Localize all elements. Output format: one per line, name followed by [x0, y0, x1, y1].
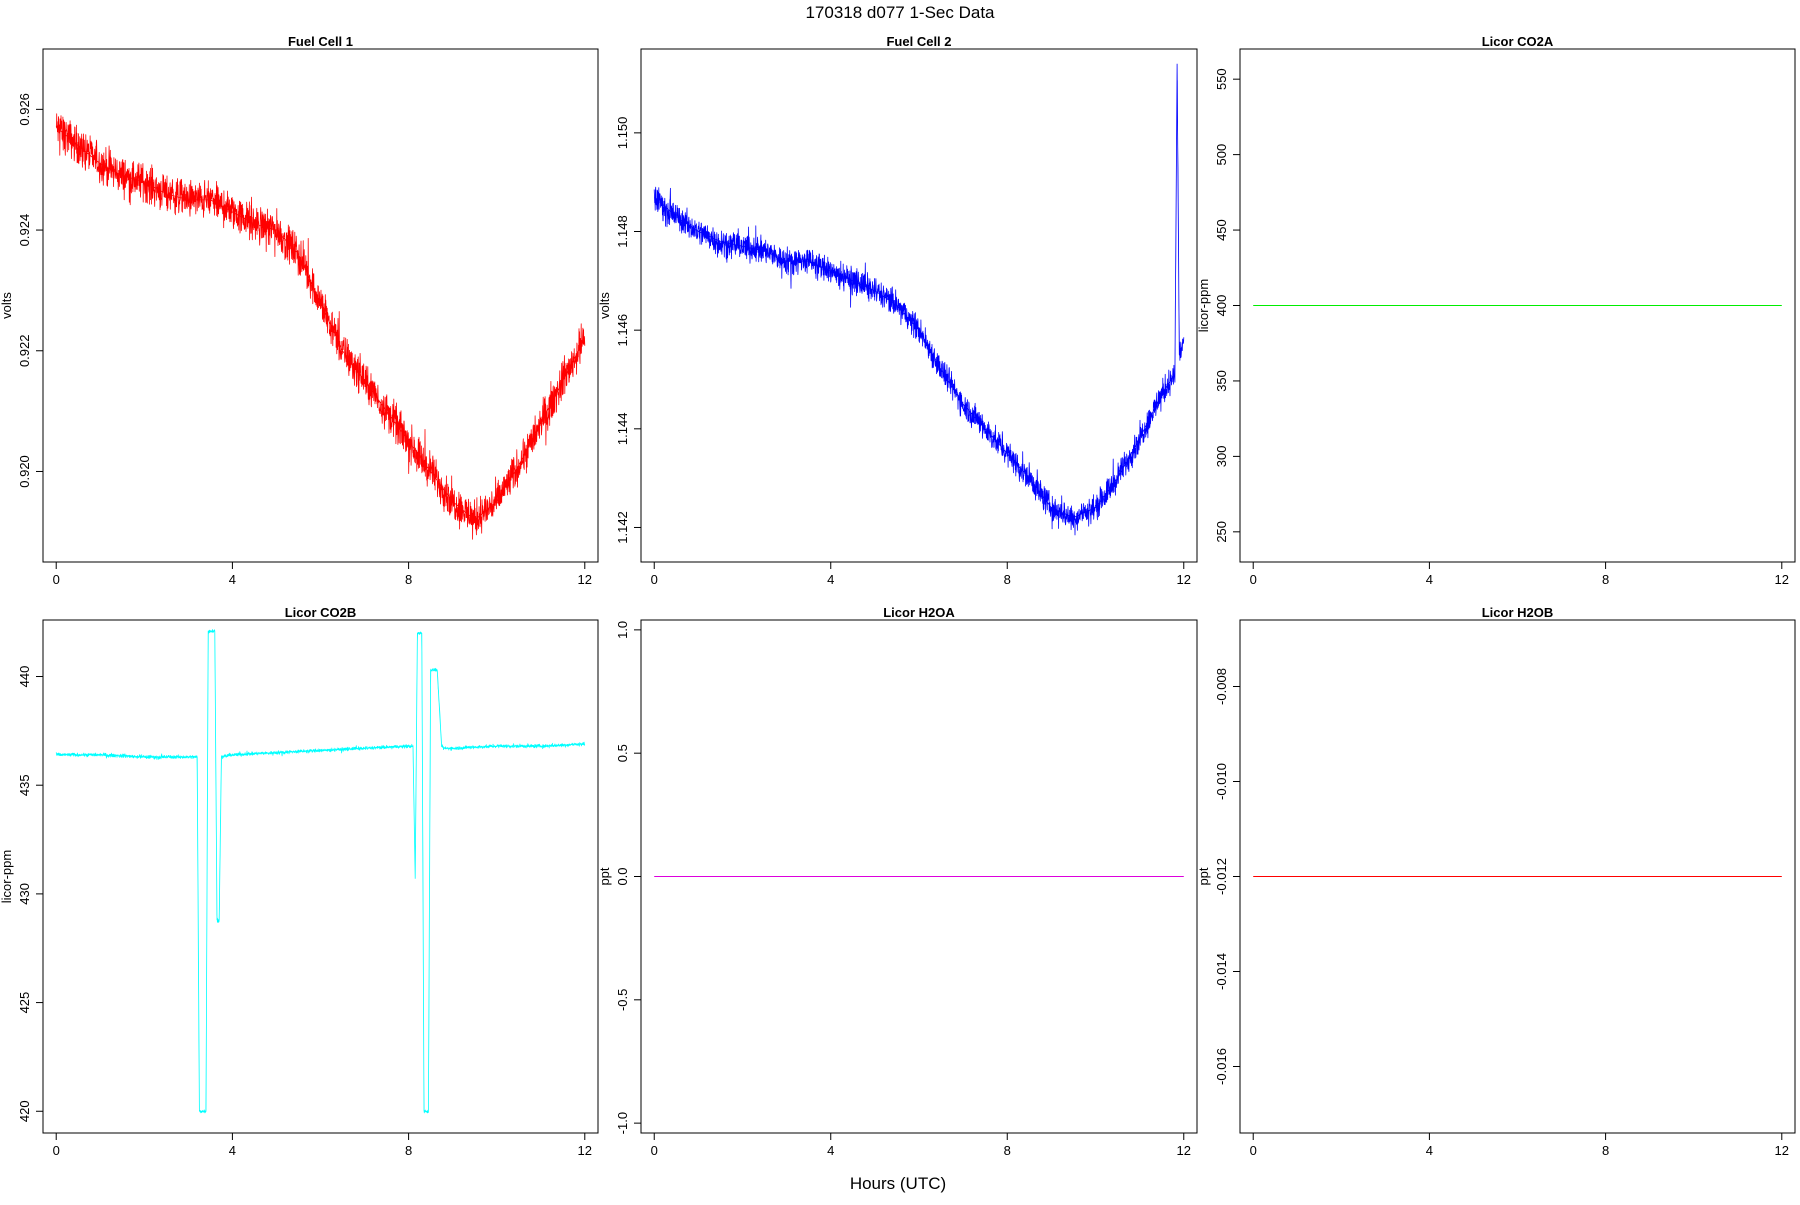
series-line [55, 113, 586, 540]
y-tick-label: 350 [1214, 370, 1229, 392]
plot-frame [42, 48, 599, 563]
y-tick-label: 0.926 [17, 93, 32, 126]
y-axis-label: ppt [597, 867, 612, 885]
y-tick-label: 0.0 [615, 867, 630, 885]
y-tick-label: 300 [1214, 446, 1229, 468]
panel-title: Fuel Cell 1 [288, 34, 353, 49]
y-axis-label: licor-ppm [1196, 279, 1211, 332]
y-tick-label: -0.012 [1214, 858, 1229, 895]
x-tick-label: 0 [1250, 572, 1257, 587]
x-tick-label: 0 [53, 572, 60, 587]
y-axis-label: ppt [1196, 867, 1211, 885]
y-tick-label: 250 [1214, 521, 1229, 543]
y-tick-label: 1.144 [615, 413, 630, 446]
x-tick-label: 4 [229, 572, 236, 587]
panel-title: Fuel Cell 2 [886, 34, 951, 49]
y-tick-label: 0.922 [17, 334, 32, 367]
x-tick-label: 8 [1602, 1143, 1609, 1158]
x-tick-label: 0 [651, 572, 658, 587]
x-tick-label: 12 [1775, 1143, 1789, 1158]
y-tick-label: 1.0 [615, 621, 630, 639]
panel-3: Licor CO2B 0 4 8 12 420 425 430 435 440 licor-ppm [0, 605, 599, 1158]
y-axis-label: licor-ppm [0, 850, 14, 903]
y-tick-label: 500 [1214, 144, 1229, 166]
x-tick-label: 4 [1426, 1143, 1433, 1158]
panel-title: Licor CO2A [1482, 34, 1554, 49]
figure-title: 170318 d077 1-Sec Data [805, 3, 995, 22]
x-tick-label: 12 [1177, 572, 1191, 587]
y-tick-label: -0.014 [1214, 953, 1229, 990]
y-tick-label: 425 [17, 992, 32, 1014]
x-tick-label: 0 [1250, 1143, 1257, 1158]
panel-title: Licor H2OA [883, 605, 955, 620]
panel-1: Fuel Cell 2 0 4 8 12 1.142 1.144 1.146 1.148 1.15… [597, 34, 1198, 587]
x-tick-label: 8 [405, 1143, 412, 1158]
x-tick-label: 4 [229, 1143, 236, 1158]
panel-title: Licor H2OB [1482, 605, 1554, 620]
y-tick-label: -1.0 [615, 1112, 630, 1134]
figure-xlabel: Hours (UTC) [850, 1174, 946, 1193]
y-tick-label: -0.010 [1214, 763, 1229, 800]
y-axis-label: volts [0, 292, 14, 319]
series-line [55, 629, 586, 1114]
x-tick-label: 12 [578, 572, 592, 587]
plot-frame [42, 619, 599, 1134]
x-tick-label: 8 [405, 572, 412, 587]
y-tick-label: -0.008 [1214, 668, 1229, 705]
panel-5: Licor H2OB 0 4 8 12 -0.016 -0.014 -0.012 -0.010 -… [1196, 605, 1796, 1158]
y-tick-label: 0.924 [17, 214, 32, 247]
y-axis-label: volts [597, 292, 612, 319]
x-tick-label: 12 [578, 1143, 592, 1158]
x-tick-label: 8 [1004, 572, 1011, 587]
y-tick-label: 550 [1214, 68, 1229, 90]
x-tick-label: 12 [1177, 1143, 1191, 1158]
panel-0: Fuel Cell 1 0 4 8 12 0.920 0.922 0.924 0.926 volt… [0, 34, 599, 587]
panel-4: Licor H2OA 0 4 8 12 -1.0 -0.5 0.0 0.5 1.0 ppt [597, 605, 1198, 1158]
y-tick-label: 1.142 [615, 511, 630, 544]
panel-title: Licor CO2B [285, 605, 357, 620]
y-tick-label: 400 [1214, 295, 1229, 317]
y-tick-label: 1.146 [615, 314, 630, 347]
y-tick-label: 1.148 [615, 215, 630, 248]
panel-2: Licor CO2A 0 4 8 12 250 300 350 400 450 500 550 lico… [1196, 34, 1796, 587]
y-tick-label: -0.5 [615, 989, 630, 1011]
x-tick-label: 0 [651, 1143, 658, 1158]
x-tick-label: 8 [1004, 1143, 1011, 1158]
x-tick-label: 4 [1426, 572, 1433, 587]
y-tick-label: 0.920 [17, 455, 32, 488]
y-tick-label: -0.016 [1214, 1048, 1229, 1085]
y-tick-label: 435 [17, 774, 32, 796]
y-tick-label: 450 [1214, 219, 1229, 241]
y-tick-label: 1.150 [615, 117, 630, 150]
plot-frame [640, 48, 1198, 563]
y-tick-label: 440 [17, 666, 32, 688]
x-tick-label: 4 [827, 1143, 834, 1158]
panels: Fuel Cell 1 0 4 8 12 0.920 0.922 0.924 0.926 volt… [0, 34, 1796, 1158]
y-tick-label: 420 [17, 1100, 32, 1122]
x-tick-label: 8 [1602, 572, 1609, 587]
y-tick-label: 0.5 [615, 744, 630, 762]
x-tick-label: 4 [827, 572, 834, 587]
y-tick-label: 430 [17, 883, 32, 905]
series-line [653, 63, 1185, 536]
x-tick-label: 0 [53, 1143, 60, 1158]
x-tick-label: 12 [1775, 572, 1789, 587]
